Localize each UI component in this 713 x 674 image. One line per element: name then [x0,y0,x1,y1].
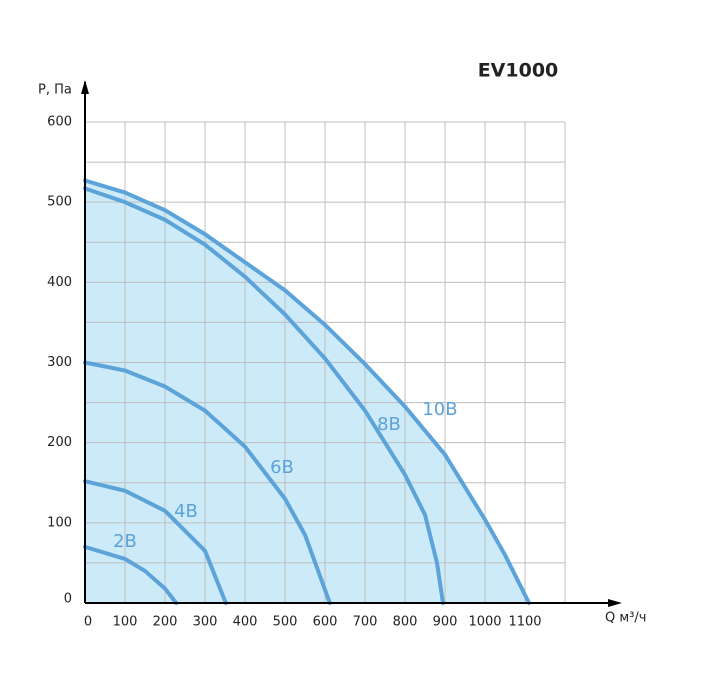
curve [83,544,179,605]
curve-label: 10В [422,399,457,420]
curve-label: 4В [174,501,198,522]
x-tick-label: 1000 [468,615,501,630]
x-tick-label: 300 [193,615,218,630]
plot: 0 100 200 300 400 500 600 0 100 200 300 400 500 600 70… [47,80,622,630]
curve [83,178,531,605]
y-tick-label: 500 [47,195,72,210]
x-tick-label: 700 [353,615,378,630]
y-tick-label: 400 [47,275,72,290]
curve-label: 6В [270,457,294,478]
y-tick-label: 600 [47,115,72,130]
y-tick-label: 300 [47,355,72,370]
x-tick-label: 900 [433,615,458,630]
x-axis-label: Q м³/ч [605,611,646,626]
x-tick-label: 800 [393,615,418,630]
x-tick-label: 600 [313,615,338,630]
y-tick-label: 0 [64,592,72,607]
x-tick-label: 100 [113,615,138,630]
x-tick-label: 200 [153,615,178,630]
chart-title: EV1000 [478,60,559,82]
y-tick-label: 200 [47,435,72,450]
x-tick-label: 500 [273,615,298,630]
y-axis-label: P, Па [38,83,72,98]
x-axis-arrow [608,599,622,607]
curve-label: 2В [113,531,137,552]
curve [83,360,332,605]
x-tick-label: 1100 [508,615,541,630]
x-tick-label: 0 [84,615,92,630]
curve-label: 8В [377,414,401,435]
x-tick-label: 400 [233,615,258,630]
curve [83,186,445,605]
y-tick-label: 100 [47,515,72,530]
y-axis-arrow [81,80,89,94]
curve [83,479,228,605]
